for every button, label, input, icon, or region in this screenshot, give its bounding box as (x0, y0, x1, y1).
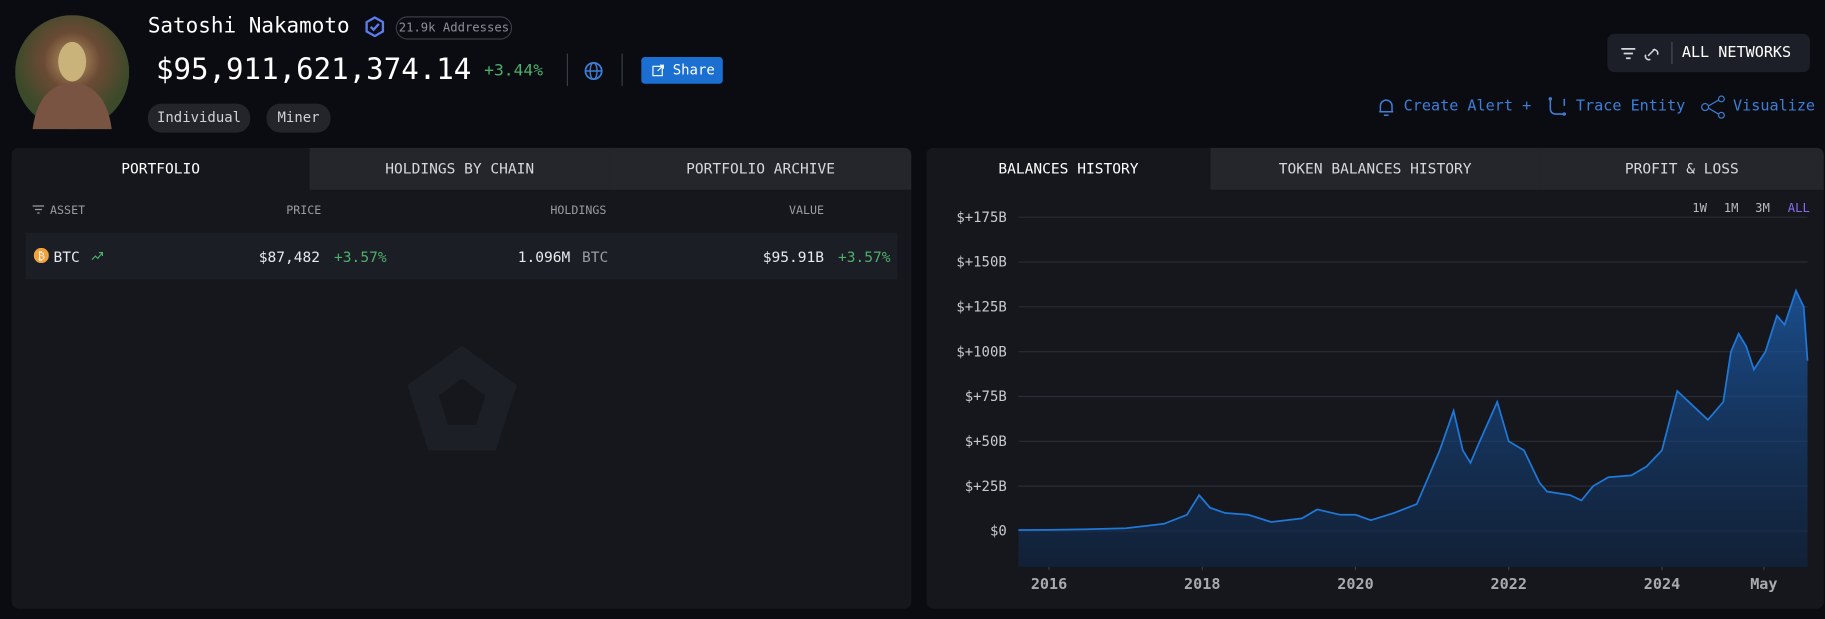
total-value: $95,911,621,374.14 (155, 52, 472, 87)
website-icon[interactable] (583, 61, 604, 82)
trace-icon (1548, 97, 1567, 116)
portfolio-panel: PORTFOLIO HOLDINGS BY CHAIN PORTFOLIO AR… (11, 147, 912, 609)
column-header[interactable]: ASSET (50, 204, 86, 218)
asset-symbol: BTC (53, 247, 80, 266)
value-change: +3.57% (838, 247, 891, 266)
x-tick-label: 2018 (1184, 575, 1220, 593)
trace-entity[interactable]: Trace Entity (1575, 97, 1686, 116)
y-tick-label: $+75B (965, 389, 1007, 405)
tab[interactable]: PROFIT & LOSS (1539, 147, 1824, 190)
range-button[interactable]: 1M (1723, 201, 1739, 216)
y-tick-label: $+25B (965, 479, 1007, 495)
divider (621, 53, 623, 87)
y-tick-label: $+175B (956, 210, 1006, 226)
y-tick-label: $+50B (965, 434, 1007, 450)
price: $87,482 (258, 247, 321, 266)
visualize[interactable]: Visualize (1733, 97, 1816, 116)
watermark (407, 345, 517, 451)
balance-line (1018, 288, 1809, 531)
network-label: ALL NETWORKS (1681, 44, 1792, 62)
y-tick-label: $+125B (956, 300, 1006, 316)
x-tick-label: 2024 (1644, 575, 1680, 593)
column-header[interactable]: PRICE (286, 204, 322, 218)
entity-name: Satoshi Nakamoto (147, 13, 350, 39)
range-button[interactable]: ALL (1787, 201, 1810, 216)
column-header[interactable]: HOLDINGS (550, 204, 607, 218)
tab[interactable]: BALANCES HISTORY (926, 147, 1211, 190)
holdings: 1.096M (517, 247, 571, 266)
tab[interactable]: PORTFOLIO ARCHIVE (609, 147, 912, 190)
x-tick-label: 2020 (1337, 575, 1373, 593)
filter-icons (1621, 48, 1659, 61)
value: $95.91B (762, 247, 825, 266)
value-change: +3.44% (484, 61, 544, 81)
tag[interactable]: Miner (266, 103, 331, 133)
btc-icon: ₿ (33, 247, 49, 264)
price-change: +3.57% (334, 247, 387, 266)
tag[interactable]: Individual (147, 103, 251, 133)
y-tick-label: $0 (990, 524, 1007, 540)
column-header[interactable]: VALUE (788, 204, 825, 218)
verified-badge (365, 16, 385, 38)
divider (1671, 41, 1673, 65)
create-alert[interactable]: Create Alert + (1403, 97, 1532, 116)
range-button[interactable]: 3M (1755, 201, 1770, 216)
balance-area (1018, 290, 1808, 567)
divider (566, 53, 568, 87)
x-tick-label: 2016 (1031, 575, 1067, 593)
asset-row[interactable] (25, 232, 898, 280)
trend-icon (91, 251, 104, 260)
avatar (15, 15, 130, 130)
range-button[interactable]: 1W (1692, 201, 1708, 216)
x-tick-label: 2022 (1491, 575, 1527, 593)
y-tick-label: $+150B (956, 255, 1006, 271)
holdings-unit: BTC (581, 247, 609, 266)
addresses-count[interactable]: 21.9k Addresses (395, 16, 513, 40)
filter-icon (32, 205, 45, 214)
tab[interactable]: HOLDINGS BY CHAIN (309, 147, 610, 190)
x-tick-label: May (1750, 575, 1777, 593)
share-label: Share (672, 61, 715, 78)
share-button[interactable]: Share (641, 57, 723, 84)
share-icon (652, 64, 665, 77)
balances-chart: $0 $+25B $+50B $+75B $+100B $+125B $+150B $+175… (956, 210, 1809, 593)
svg-text:₿: ₿ (38, 251, 45, 263)
network-selector[interactable]: ALL NETWORKS (1607, 33, 1810, 73)
y-tick-label: $+100B (956, 344, 1006, 360)
visualize-icon (1701, 95, 1725, 119)
tab[interactable]: TOKEN BALANCES HISTORY (1210, 147, 1540, 190)
tab[interactable]: PORTFOLIO (11, 147, 310, 190)
bell-icon (1379, 99, 1394, 116)
